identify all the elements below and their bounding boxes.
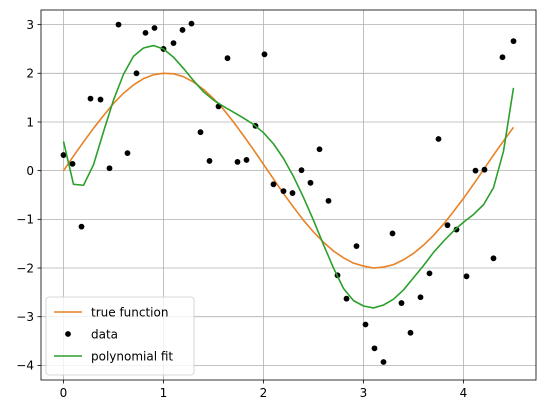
data-point bbox=[179, 27, 186, 33]
data-point bbox=[206, 158, 213, 164]
data-point bbox=[417, 294, 424, 301]
y-tick-label: −1 bbox=[16, 213, 34, 227]
data-point bbox=[280, 188, 287, 195]
y-tick-label: 0 bbox=[26, 164, 34, 178]
data-point bbox=[435, 136, 442, 142]
data-point bbox=[97, 96, 104, 103]
series-line-true-function bbox=[62, 72, 515, 269]
data-point bbox=[316, 146, 323, 153]
data-point bbox=[389, 230, 396, 237]
plot-frame bbox=[40, 9, 537, 381]
y-tick-label: −4 bbox=[16, 359, 34, 373]
data-point bbox=[142, 29, 149, 36]
y-tick-label: 3 bbox=[26, 18, 34, 32]
data-point bbox=[444, 222, 451, 229]
data-point bbox=[151, 25, 158, 31]
data-point bbox=[234, 158, 241, 165]
x-tick-label: 4 bbox=[460, 386, 468, 400]
legend-swatch-data bbox=[65, 331, 71, 337]
data-point bbox=[224, 55, 231, 62]
data-point bbox=[307, 179, 314, 186]
legend-label-polynomial-fit: polynomial fit bbox=[91, 349, 173, 363]
data-point bbox=[197, 129, 204, 136]
x-tick-label: 2 bbox=[260, 386, 268, 400]
data-point bbox=[188, 20, 195, 27]
y-tick-label: 1 bbox=[26, 115, 34, 129]
legend-label-data: data bbox=[91, 327, 118, 341]
data-point bbox=[124, 150, 131, 157]
data-point bbox=[289, 190, 296, 196]
x-tick-label: 0 bbox=[60, 386, 68, 400]
y-tick-label: −2 bbox=[16, 261, 34, 275]
data-point bbox=[325, 197, 332, 204]
data-point bbox=[243, 157, 250, 163]
data-point bbox=[463, 273, 470, 280]
data-point bbox=[69, 160, 76, 167]
y-tick-label: 2 bbox=[26, 67, 34, 81]
series-layer bbox=[60, 20, 517, 365]
data-point bbox=[380, 359, 387, 365]
data-point bbox=[298, 167, 305, 174]
data-point bbox=[270, 181, 277, 188]
data-point bbox=[426, 270, 433, 277]
legend-frame bbox=[45, 296, 195, 376]
data-point bbox=[510, 38, 517, 45]
data-point bbox=[133, 70, 140, 77]
data-point bbox=[343, 295, 350, 302]
x-tick-label: 1 bbox=[160, 386, 168, 400]
grid bbox=[41, 10, 536, 380]
data-point bbox=[362, 321, 369, 328]
data-point bbox=[170, 40, 177, 47]
data-point bbox=[499, 54, 506, 61]
data-point bbox=[60, 152, 67, 158]
data-point bbox=[87, 95, 94, 102]
data-point bbox=[78, 223, 85, 230]
series-line-polynomial-fit bbox=[62, 44, 515, 309]
legend-label-true-function: true function bbox=[91, 305, 168, 319]
data-point bbox=[490, 255, 497, 262]
data-point bbox=[472, 167, 479, 174]
data-point bbox=[398, 300, 405, 306]
ticks: 0 1 2 3 4 −4 −3 −2 −1 0 1 2 3 bbox=[16, 18, 467, 400]
data-point bbox=[353, 243, 360, 250]
data-point bbox=[481, 166, 488, 173]
data-point bbox=[371, 345, 378, 352]
y-tick-label: −3 bbox=[16, 310, 34, 324]
data-point bbox=[115, 21, 122, 28]
data-point bbox=[407, 329, 414, 336]
legend: true function data polynomial fit bbox=[45, 296, 195, 376]
data-point bbox=[261, 51, 268, 58]
x-tick-label: 3 bbox=[360, 386, 368, 400]
data-point bbox=[106, 165, 113, 172]
